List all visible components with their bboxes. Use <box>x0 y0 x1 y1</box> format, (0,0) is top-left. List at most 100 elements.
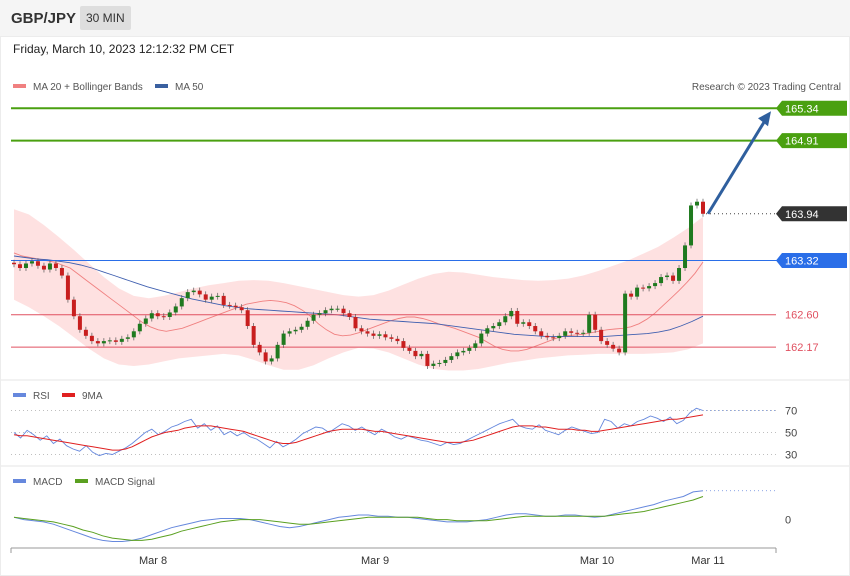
candle-body <box>557 335 562 339</box>
candle-body <box>509 310 514 317</box>
candle-body <box>623 293 628 353</box>
candle-body <box>569 331 574 333</box>
candle-body <box>473 343 478 348</box>
legend-label-rsi: RSI <box>33 391 50 402</box>
candle-body <box>521 322 526 324</box>
candle-body <box>173 306 178 313</box>
candle-body <box>311 314 316 321</box>
candle-body <box>101 341 106 344</box>
candle-body <box>131 331 136 338</box>
candle-body <box>185 292 190 299</box>
target-arrow-shaft <box>706 116 769 215</box>
candle-body <box>455 352 460 357</box>
candle-body <box>305 320 310 327</box>
candle-body <box>467 347 472 351</box>
candle-body <box>503 316 508 323</box>
candle-body <box>137 323 142 332</box>
candle-body <box>281 333 286 345</box>
candle-body <box>335 308 340 310</box>
price-level-label: 162.60 <box>785 310 819 322</box>
candle-body <box>143 318 148 324</box>
legend-swatch-ma50 <box>155 84 168 88</box>
candle-body <box>125 337 130 339</box>
candle-body <box>287 331 292 334</box>
macd-panel: 0 <box>13 490 791 542</box>
candle-body <box>629 293 634 297</box>
candle-body <box>635 287 640 297</box>
candle-body <box>479 333 484 344</box>
price-level-tag <box>776 206 847 222</box>
candle-body <box>371 333 376 336</box>
candle-body <box>197 290 202 295</box>
candle-body <box>689 205 694 246</box>
price-level-label: 163.32 <box>785 255 819 267</box>
price-panel: 165.34 164.91 163.94 163.32 162.60 162.17 <box>11 100 847 371</box>
candle-body <box>161 316 166 318</box>
candle-body <box>431 363 436 366</box>
symbol-title: GBP/JPY <box>11 10 77 27</box>
candle-body <box>683 245 688 269</box>
candle-body <box>95 341 100 344</box>
candle-body <box>353 316 358 329</box>
candle-body <box>35 261 40 266</box>
candle-body <box>605 341 610 345</box>
candle-body <box>341 308 346 314</box>
candle-body <box>587 314 592 333</box>
macd-level-label: 0 <box>785 515 791 527</box>
candle-body <box>641 287 646 289</box>
timeframe-button[interactable]: 30 MIN <box>80 6 131 30</box>
candle-body <box>209 296 214 300</box>
candle-body <box>83 329 88 336</box>
candle-body <box>617 348 622 353</box>
candle-body <box>539 331 544 336</box>
candle-body <box>47 263 52 270</box>
candle-body <box>299 326 304 330</box>
candle-body <box>191 290 196 293</box>
candle-body <box>581 332 586 334</box>
legend-swatch-rsi-ma <box>62 393 75 397</box>
macd-signal-line <box>13 496 704 541</box>
rsi-line <box>13 407 704 457</box>
legend-label-macd-signal: MACD Signal <box>95 477 155 488</box>
candle-body <box>239 307 244 311</box>
candle-body <box>665 275 670 278</box>
x-tick-label: Mar 10 <box>580 555 614 567</box>
candle-body <box>701 201 705 214</box>
candle-body <box>419 353 424 357</box>
candle-body <box>227 304 232 306</box>
candle-body <box>41 265 46 270</box>
candle-body <box>17 264 22 269</box>
candle-body <box>413 350 418 357</box>
x-tick-label: Mar 8 <box>139 555 167 567</box>
candle-body <box>593 314 598 330</box>
rsi-level-label: 30 <box>785 450 797 462</box>
candle-body <box>167 312 172 317</box>
candle-body <box>653 283 658 287</box>
candle-body <box>677 268 682 281</box>
candle-body <box>347 313 352 317</box>
candle-body <box>383 334 388 338</box>
candle-body <box>551 337 556 339</box>
legend-label-ma20: MA 20 + Bollinger Bands <box>33 82 143 93</box>
candle-body <box>179 298 184 307</box>
macd-legend: MACD MACD Signal <box>13 477 155 488</box>
candle-body <box>365 331 370 334</box>
x-tick-label: Mar 11 <box>691 555 724 567</box>
candle-body <box>497 322 502 327</box>
legend-swatch-rsi <box>13 393 26 397</box>
price-level-tag <box>776 252 847 268</box>
ma20-line <box>13 252 704 352</box>
candle-body <box>437 362 442 364</box>
candle-body <box>545 335 550 338</box>
candle-body <box>53 263 58 269</box>
candle-body <box>395 338 400 342</box>
candle-body <box>65 275 70 300</box>
candle-body <box>461 350 466 353</box>
main-legend: MA 20 + Bollinger Bands MA 50 <box>13 82 204 93</box>
candle-body <box>245 310 250 327</box>
candle-body <box>695 201 700 206</box>
price-level-label: 163.94 <box>785 209 819 221</box>
candle-body <box>107 340 112 342</box>
legend-swatch-ma20 <box>13 84 26 88</box>
